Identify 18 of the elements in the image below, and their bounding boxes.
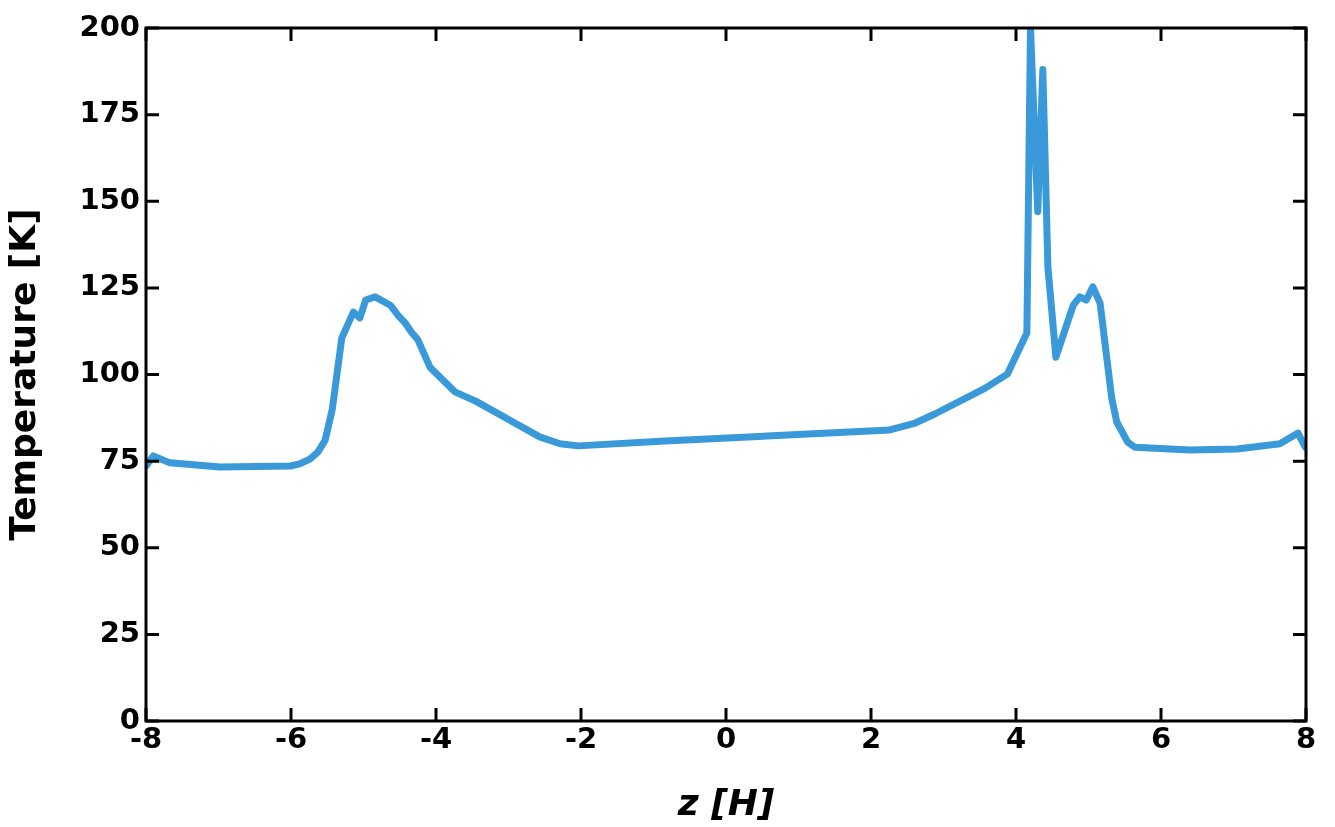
y-axis-title: Temperature [K] xyxy=(1,208,43,541)
x-tick-label: 4 xyxy=(1005,720,1027,755)
x-axis-title: z [H] xyxy=(676,781,775,823)
y-tick-label: 150 xyxy=(79,181,140,216)
x-tick-label: -4 xyxy=(419,720,453,755)
y-tick-label: 175 xyxy=(79,95,140,130)
x-tick-label: 0 xyxy=(715,720,737,755)
y-tick-label: 25 xyxy=(99,614,140,649)
y-tick-label: 100 xyxy=(79,355,140,390)
y-tick-label: 125 xyxy=(79,268,140,303)
y-tick-label: 50 xyxy=(99,528,140,563)
y-tick-label: 75 xyxy=(99,441,140,476)
x-tick-label: 2 xyxy=(860,720,882,755)
x-tick-label: -6 xyxy=(274,720,308,755)
y-tick-label: 200 xyxy=(79,8,140,43)
x-tick-label: 6 xyxy=(1150,720,1172,755)
x-tick-label: 8 xyxy=(1295,720,1317,755)
x-tick-label: -2 xyxy=(564,720,598,755)
